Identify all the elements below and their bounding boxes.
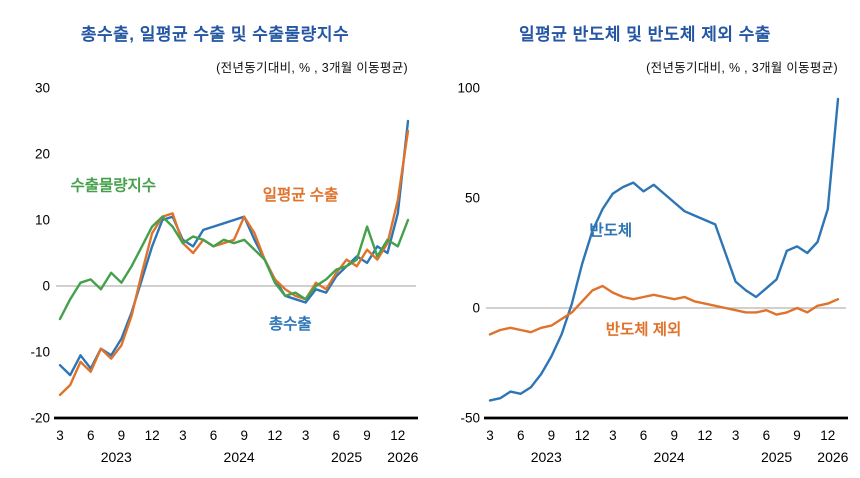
left-chart-title: 총수출, 일평균 수출 및 수출물량지수 [80,25,350,44]
series-line-수출물량지수 [58,215,410,321]
x-tick-label: 12 [267,428,282,443]
series-line-총수출 [58,119,410,377]
x-tick-label: 12 [820,428,835,443]
y-tick-label: 30 [35,81,50,96]
x-tick-label: 9 [118,428,126,443]
x-year-label: 2025 [331,449,362,465]
series-label-annotation: 총수출 [269,315,312,333]
right-chart-subtitle: (전년동기대비, % , 3개월 이동평균) [646,61,838,75]
y-tick-label: 10 [35,213,50,228]
x-tick-label: 3 [302,428,310,443]
x-tick-label: 9 [363,428,371,443]
x-tick-label: 9 [670,428,678,443]
y-tick-label: -50 [460,411,480,426]
chart-panel-total-exports: 총수출, 일평균 수출 및 수출물량지수 (전년동기대비, % , 3개월 이동… [0,10,430,478]
x-tick-label: 6 [517,428,525,443]
x-tick-label: 12 [145,428,160,443]
right-chart-canvas: -50 0 50 100 3 6 9 12 3 6 9 12 3 6 9 12 2023 2024 2025 2026… [457,81,848,466]
x-tick-label: 9 [793,428,801,443]
x-year-label: 2023 [531,449,562,465]
x-tick-label: 6 [640,428,648,443]
x-tick-label: 12 [575,428,590,443]
x-tick-label: 3 [609,428,617,443]
y-tick-label: 50 [465,191,480,206]
x-year-label: 2023 [101,449,132,465]
x-tick-label: 12 [390,428,405,443]
series-label-annotation: 반도체 제외 [606,320,682,338]
right-chart-title: 일평균 반도체 및 반도체 제외 수출 [518,25,772,44]
y-tick-label: 0 [42,279,50,294]
y-tick-label: -20 [30,411,50,426]
series-line-반도체 제외 [488,284,840,336]
x-tick-label: 6 [333,428,341,443]
y-tick-label: 100 [457,81,480,96]
x-tick-label: 12 [697,428,712,443]
series-label-annotation: 일평균 수출 [263,186,339,204]
chart-panel-semiconductor-exports: 일평균 반도체 및 반도체 제외 수출 (전년동기대비, % , 3개월 이동평… [430,10,860,478]
x-tick-label: 3 [486,428,494,443]
x-year-label: 2026 [817,449,848,465]
series-line-일평균 수출 [58,129,410,397]
y-tick-label: 20 [35,147,50,162]
x-tick-label: 3 [56,428,64,443]
y-tick-label: 0 [472,301,480,316]
x-tick-label: 9 [548,428,556,443]
x-year-label: 2024 [224,449,255,465]
x-tick-label: 6 [763,428,771,443]
series-line-반도체 [488,97,840,402]
x-year-label: 2025 [761,449,792,465]
series-label-annotation: 반도체 [589,221,632,239]
x-tick-label: 6 [87,428,95,443]
series-label-annotation: 수출물량지수 [70,175,156,194]
x-year-label: 2026 [387,449,418,465]
left-chart-canvas: -20 -10 0 10 20 30 3 6 9 12 3 6 9 12 3 6 9 12 2023 2024 2025… [30,81,418,466]
x-tick-label: 6 [210,428,218,443]
left-chart-subtitle: (전년동기대비, % , 3개월 이동평균) [216,61,408,75]
y-tick-label: -10 [30,345,50,360]
x-tick-label: 3 [732,428,740,443]
x-year-label: 2024 [654,449,685,465]
x-tick-label: 9 [240,428,248,443]
x-tick-label: 3 [179,428,187,443]
